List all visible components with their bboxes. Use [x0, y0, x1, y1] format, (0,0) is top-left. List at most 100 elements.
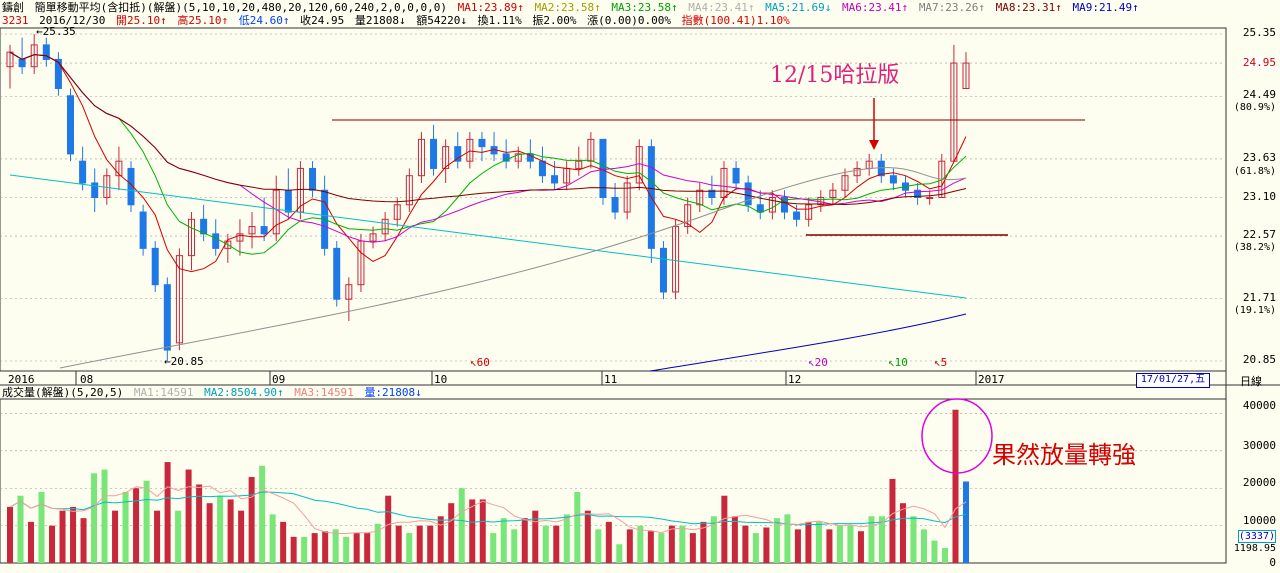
- volume-ma5-line: [9, 485, 967, 534]
- volume-tick: 20000: [1242, 476, 1276, 489]
- volume-bar: [206, 503, 213, 563]
- volume-bar: [59, 510, 66, 563]
- candle-body: [188, 218, 196, 257]
- candle-body: [926, 197, 934, 199]
- volume-bar: [280, 521, 287, 563]
- candle-body: [696, 189, 704, 206]
- moving-average-lines: [9, 51, 967, 372]
- volume-bar: [773, 518, 780, 563]
- candle-body: [853, 167, 861, 177]
- month-label: 2017: [978, 373, 1005, 386]
- ma60-line: [9, 51, 967, 206]
- price-header: 鑄創 簡單移動平均(含扣抵)(解盤)(5,10,10,20,480,20,120…: [2, 1, 1143, 14]
- volume-bar: [574, 491, 581, 563]
- volume-bar: [616, 544, 623, 563]
- volume-bar: [332, 529, 339, 563]
- candle-body: [478, 138, 486, 148]
- price-pct: (80.9%): [1233, 102, 1276, 113]
- volume-bar: [395, 525, 402, 563]
- amount-value: 額54220↓: [416, 14, 467, 27]
- price-tick: 21.71: [1242, 291, 1276, 304]
- candle-body: [659, 247, 667, 293]
- volume-bar: [941, 548, 948, 563]
- cursor-date: 17/01/27,五: [1136, 373, 1210, 388]
- volume-bar: [731, 516, 738, 563]
- volume-bar: [101, 469, 108, 563]
- volume-bar: [700, 521, 707, 563]
- candle-body: [79, 160, 87, 184]
- volume-bar: [406, 533, 413, 563]
- volume-header: 成交量(解盤)(5,20,5) MA1:14591 MA2:8504.90↑ M…: [2, 386, 426, 399]
- volume-bar: [80, 518, 87, 563]
- candle-body: [381, 218, 389, 235]
- volume-bar: [490, 533, 497, 563]
- volume-bar: [437, 516, 444, 563]
- candle-body: [212, 233, 220, 249]
- candle-body: [841, 175, 849, 191]
- candle-body: [18, 58, 26, 68]
- volume-bar: [154, 510, 161, 563]
- candle-body: [623, 182, 631, 213]
- volume-bar: [248, 477, 255, 563]
- period-label[interactable]: 日線: [1240, 375, 1262, 388]
- volume-bar: [742, 525, 749, 563]
- month-label: 11: [604, 373, 618, 386]
- candle-body: [526, 153, 534, 162]
- candle-body: [175, 255, 183, 344]
- ma240-line: [59, 167, 967, 369]
- volume-bar: [28, 521, 35, 563]
- volume-panel-frame: [0, 398, 1227, 564]
- volume-bar: [122, 491, 129, 563]
- candle-body: [793, 211, 801, 220]
- ma10-line: [9, 51, 967, 255]
- volume-bar: [322, 531, 329, 563]
- volume-bar: [458, 488, 465, 563]
- candle-body: [756, 204, 764, 213]
- volume-bar: [448, 503, 455, 563]
- volume-bar: [479, 499, 486, 563]
- candle-body: [151, 247, 159, 286]
- candle-body: [417, 138, 425, 177]
- volume-bar: [301, 536, 308, 563]
- candle-body: [708, 189, 716, 199]
- candle-body: [551, 175, 559, 184]
- price-tick: 22.57: [1242, 228, 1276, 241]
- volume-bar: [374, 523, 381, 563]
- volume-bar: [899, 503, 906, 563]
- volume-bar: [196, 484, 203, 563]
- ma8-label: MA8:23.31↑: [995, 1, 1062, 14]
- volume-bar: [7, 506, 13, 563]
- volume-bar: [689, 533, 696, 563]
- volume-ma20-line: [9, 491, 967, 526]
- volume-title: 成交量(解盤)(5,20,5): [2, 386, 124, 399]
- candle-body: [248, 226, 256, 235]
- month-label: 12: [788, 373, 802, 386]
- low-price: 低24.60↑: [238, 14, 290, 27]
- candle-body: [889, 175, 897, 184]
- candle-body: [42, 44, 50, 60]
- candle-body: [599, 138, 607, 199]
- volume-tick: 10000: [1242, 514, 1276, 527]
- candle-body: [369, 233, 377, 242]
- indicator-name: 簡單移動平均(含扣抵)(解盤)(5,10,10,20,480,20,120,60…: [34, 1, 448, 14]
- candle-body: [333, 247, 341, 300]
- close-price: 收24.95: [300, 14, 345, 27]
- volume-bar: [511, 529, 518, 563]
- candle-body: [877, 160, 885, 177]
- ma9-label: MA9:21.49↑: [1072, 1, 1139, 14]
- candle-body: [115, 160, 123, 177]
- volume-bar: [164, 462, 171, 563]
- volume-bar: [269, 514, 276, 563]
- volume-bar: [227, 499, 234, 563]
- high-label: ←25.35: [36, 25, 76, 38]
- ma6-label: MA6:23.41↑: [841, 1, 909, 14]
- price-tick: 20.85: [1242, 353, 1276, 366]
- price-tick-current: 24.95: [1242, 56, 1276, 69]
- vol-ma3-label: MA3:14591: [294, 386, 354, 399]
- candle-body: [67, 95, 75, 155]
- highlight-circle: [921, 398, 993, 474]
- volume-tick: 30000: [1242, 439, 1276, 452]
- price-tick: 25.35: [1242, 26, 1276, 39]
- amplitude-value: 振2.00%: [532, 14, 577, 27]
